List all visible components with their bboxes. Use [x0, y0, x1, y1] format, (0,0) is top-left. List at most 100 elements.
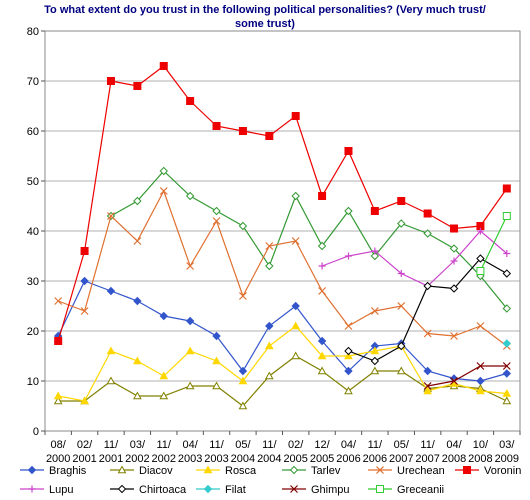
x-tick-label: 2001	[72, 453, 96, 465]
data-point-chirtoaca	[476, 254, 485, 263]
x-tick-label: 2001	[99, 453, 123, 465]
legend-item-tarlev: Tarlev	[282, 465, 341, 477]
x-tick-label: 2006	[336, 453, 360, 465]
data-point-urechean	[344, 322, 353, 330]
data-point-voronin	[423, 209, 432, 218]
data-point-rosca	[133, 356, 142, 365]
x-tick-label: 2004	[231, 453, 255, 465]
data-point-urechean	[107, 212, 115, 220]
data-point-diacov	[185, 381, 195, 390]
data-point-braghis	[317, 336, 327, 346]
series-chirtoaca	[344, 254, 512, 366]
data-point-tarlev	[502, 304, 512, 313]
data-point-diacov	[264, 371, 274, 380]
data-point-urechean	[370, 307, 379, 315]
legend-item-diacov: Diacov	[110, 465, 173, 477]
legend-label: Tarlev	[311, 465, 341, 477]
series-line-greceanii	[479, 215, 508, 272]
x-tick-label: 2000	[46, 453, 70, 465]
y-tick-label: 80	[27, 26, 39, 38]
legend-label: Rosca	[225, 465, 257, 477]
data-point-voronin	[265, 132, 274, 140]
data-point-voronin	[370, 207, 379, 215]
legend-marker	[28, 485, 36, 493]
data-point-lupu	[476, 227, 484, 235]
data-point-urechean	[450, 332, 458, 340]
data-point-urechean	[212, 217, 221, 225]
data-point-urechean	[80, 307, 89, 315]
y-tick-label: 60	[27, 126, 39, 138]
data-point-lupu	[318, 262, 326, 270]
legend-label: Lupu	[49, 484, 73, 496]
data-point-tarlev	[344, 206, 353, 216]
series-greceanii	[476, 212, 511, 275]
data-point-urechean	[133, 237, 142, 245]
data-point-lupu	[503, 250, 511, 257]
y-tick-label: 30	[27, 276, 39, 288]
data-point-voronin	[106, 77, 115, 85]
data-point-rosca	[317, 351, 327, 360]
x-tick-label: 2003	[178, 453, 202, 465]
data-point-tarlev	[317, 241, 327, 251]
gridlines	[44, 30, 521, 432]
legend-item-braghis: Braghis	[20, 465, 87, 477]
data-point-voronin	[450, 224, 459, 233]
x-tick-label: 2003	[204, 453, 228, 465]
x-tick-label: 2004	[257, 453, 281, 465]
x-tick-label: 2008	[442, 453, 466, 465]
data-point-voronin	[133, 82, 142, 90]
x-tick-label: 2005	[283, 453, 307, 465]
data-point-filat	[502, 339, 512, 348]
data-point-tarlev	[449, 244, 459, 253]
legend-marker	[203, 465, 213, 474]
data-point-rosca	[291, 321, 301, 330]
data-point-braghis	[80, 276, 89, 286]
x-tick-label: 10/	[473, 439, 489, 451]
data-point-rosca	[423, 386, 432, 395]
data-point-urechean	[291, 237, 300, 245]
data-point-rosca	[80, 396, 89, 405]
series-tarlev	[106, 166, 512, 313]
x-tick-label: 03/	[499, 439, 515, 451]
legend-label: Ghimpu	[311, 484, 350, 496]
data-point-braghis	[133, 296, 142, 306]
data-point-tarlev	[238, 221, 248, 231]
x-tick-label: 03/	[130, 439, 146, 451]
data-point-braghis	[212, 331, 221, 341]
data-point-diacov	[159, 391, 169, 400]
legend-item-lupu: Lupu	[20, 484, 73, 496]
data-point-tarlev	[397, 219, 406, 228]
y-tick-label: 50	[27, 176, 39, 188]
data-point-voronin	[502, 184, 511, 193]
data-point-lupu	[397, 270, 405, 277]
legend-item-voronin: Voronin	[455, 465, 521, 477]
data-point-diacov	[291, 351, 301, 360]
legend: Braghis Diacov Rosca Tarlev Urechean Voronin L…	[20, 465, 521, 496]
x-tick-label: 2005	[310, 453, 334, 465]
data-point-greceanii	[502, 212, 511, 220]
x-tick-label: 11/	[420, 439, 435, 451]
x-tick-label: 2002	[152, 453, 176, 465]
x-tick-label: 2009	[495, 453, 519, 465]
legend-marker	[376, 466, 384, 474]
x-tick-label: 2007	[415, 453, 439, 465]
data-point-voronin	[238, 127, 247, 135]
legend-label: Voronin	[484, 465, 521, 477]
legend-marker	[376, 485, 384, 493]
series-line-tarlev	[110, 170, 508, 309]
legend-marker	[117, 484, 127, 494]
data-point-diacov	[133, 391, 142, 400]
data-point-braghis	[502, 369, 512, 378]
legend-label: Filat	[225, 484, 246, 496]
data-point-diacov	[396, 366, 406, 375]
data-point-ghimpu	[476, 362, 485, 370]
data-point-tarlev	[291, 191, 300, 201]
legend-item-rosca: Rosca	[196, 465, 257, 477]
data-point-diacov	[212, 381, 221, 390]
data-point-chirtoaca	[423, 281, 432, 291]
series-ghimpu	[423, 362, 511, 390]
data-point-urechean	[397, 302, 406, 310]
legend-item-ghimpu: Ghimpu	[282, 484, 350, 496]
legend-label: Diacov	[139, 465, 173, 477]
